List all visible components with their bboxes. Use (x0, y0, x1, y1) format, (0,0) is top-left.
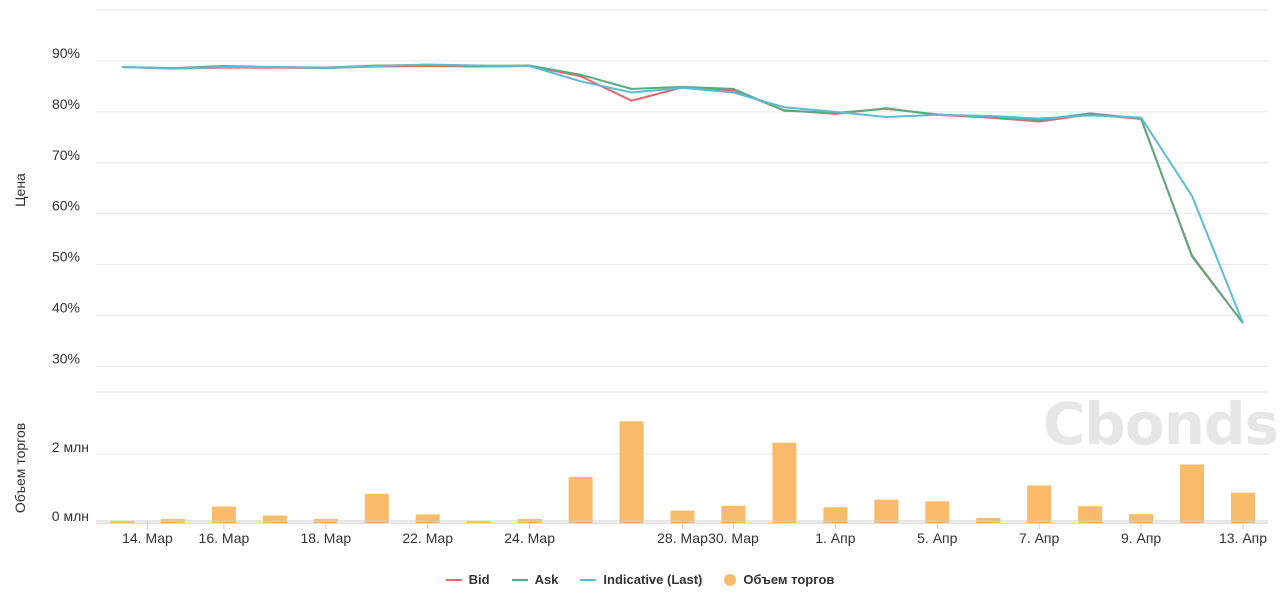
price-y-tick-label: 70% (52, 147, 80, 163)
volume-bar[interactable] (772, 442, 797, 524)
volume-y-tick-label: 2 млн (52, 439, 89, 455)
legend-item-volume[interactable]: Объем торгов (724, 572, 834, 587)
x-tick-label: 1. Апр (815, 530, 855, 546)
volume-bar[interactable] (874, 499, 899, 524)
x-tick-label: 30. Мар (708, 530, 759, 546)
volume-bar[interactable] (568, 476, 593, 524)
price-y-tick-label: 50% (52, 249, 80, 265)
x-tick-label: 22. Мар (402, 530, 453, 546)
volume-bar[interactable] (211, 506, 236, 524)
legend-item-indicative[interactable]: Indicative (Last) (580, 572, 702, 587)
legend: Bid Ask Indicative (Last) Объем торгов (0, 572, 1280, 587)
volume-y-ticks: 0 млн 2 млн (52, 439, 89, 524)
legend-volume-label: Объем торгов (743, 572, 835, 587)
x-tick-label: 28. Мар (657, 530, 708, 546)
price-y-ticks: 30% 40% 50% 60% 70% 80% 90% (52, 45, 80, 367)
series-line-bid[interactable] (121, 65, 1244, 324)
volume-bar[interactable] (721, 505, 746, 524)
volume-bar[interactable] (466, 521, 491, 524)
legend-indicative-label: Indicative (Last) (603, 572, 703, 587)
legend-bid-label: Bid (468, 572, 490, 587)
volume-y-tick-label: 0 млн (52, 508, 89, 524)
price-y-tick-label: 30% (52, 351, 80, 367)
price-y-tick-label: 90% (52, 45, 80, 61)
x-axis: 14. Мар 16. Мар 18. Мар 22. Мар 24. Мар 28. М… (96, 520, 1268, 546)
volume-bar[interactable] (364, 493, 389, 524)
volume-bar[interactable] (1129, 514, 1154, 524)
legend-ask-line-icon (511, 578, 528, 581)
volume-bar[interactable] (925, 501, 950, 524)
x-tick-label: 7. Апр (1019, 530, 1059, 546)
volume-bar[interactable] (415, 514, 440, 524)
volume-bar[interactable] (1180, 464, 1205, 524)
volume-bar[interactable] (670, 510, 695, 524)
price-y-tick-label: 60% (52, 198, 80, 214)
legend-indicative-line-icon (580, 578, 597, 581)
x-tick-label: 24. Мар (504, 530, 555, 546)
legend-volume-dot-icon (724, 573, 737, 586)
watermark: Cbonds (1043, 390, 1278, 458)
x-tick-label: 18. Мар (300, 530, 351, 546)
series-line-indicative-last[interactable] (121, 63, 1244, 324)
x-tick-label: 9. Апр (1121, 530, 1161, 546)
price-lines (121, 63, 1244, 324)
price-axis-title: Цена (12, 173, 28, 207)
volume-bar[interactable] (823, 507, 848, 524)
volume-bar[interactable] (110, 520, 134, 524)
price-y-tick-label: 40% (52, 300, 80, 316)
volume-bar[interactable] (1231, 492, 1255, 524)
x-tick-label: 13. Апр (1219, 530, 1267, 546)
legend-ask-label: Ask (534, 572, 559, 587)
legend-item-bid[interactable]: Bid (445, 572, 490, 587)
x-tick-label: 16. Мар (199, 530, 250, 546)
volume-bar[interactable] (619, 421, 644, 524)
volume-axis-title: Объем торгов (12, 423, 28, 513)
x-tick-label: 14. Мар (122, 530, 173, 546)
price-y-tick-label: 80% (52, 96, 80, 112)
price-gridlines (96, 9, 1268, 393)
legend-bid-line-icon (445, 578, 462, 581)
legend-item-ask[interactable]: Ask (511, 572, 559, 587)
x-tick-label: 5. Апр (917, 530, 957, 546)
volume-bar[interactable] (262, 515, 287, 524)
volume-bar[interactable] (1027, 485, 1052, 524)
volume-bar[interactable] (1078, 506, 1103, 524)
series-line-ask[interactable] (121, 64, 1244, 324)
